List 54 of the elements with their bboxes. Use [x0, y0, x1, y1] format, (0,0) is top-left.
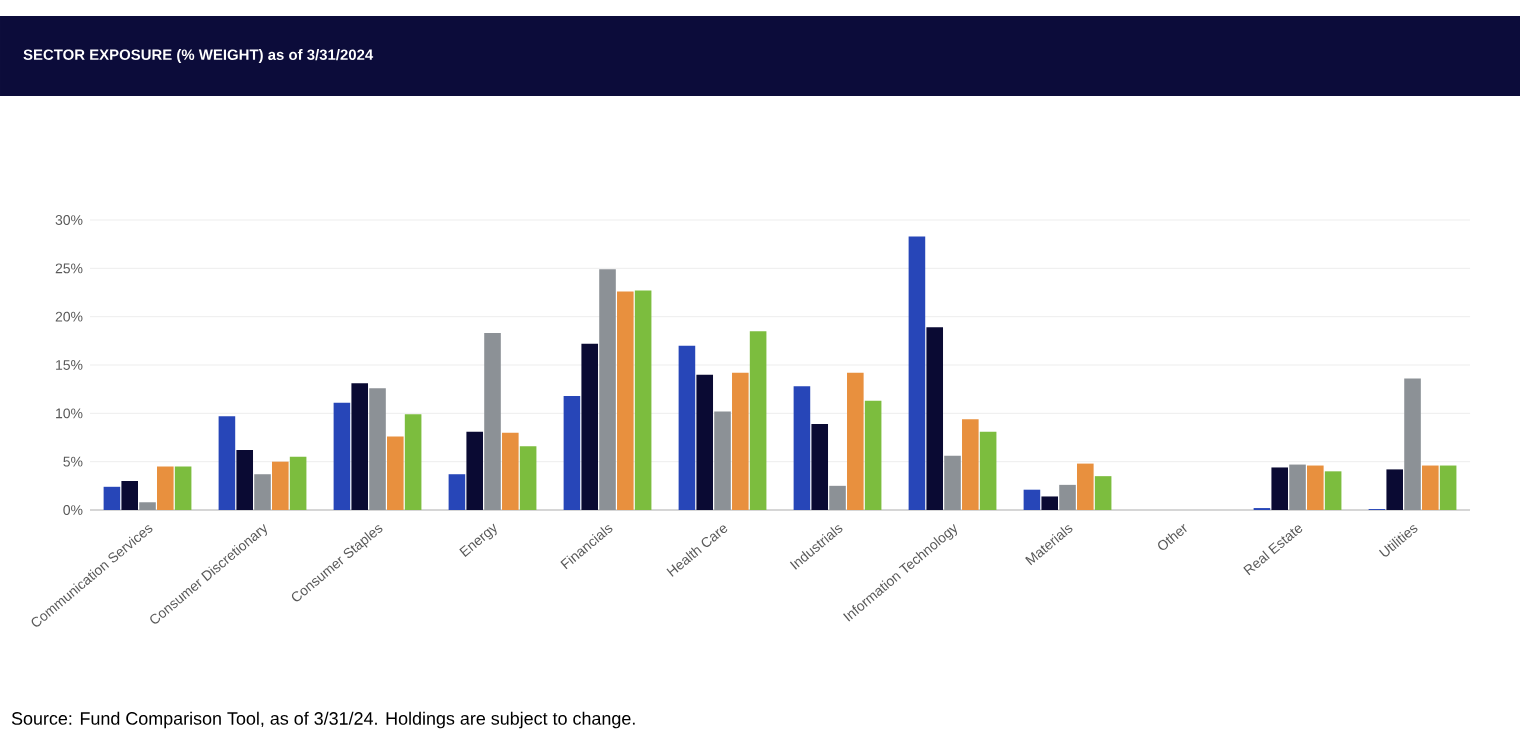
bar	[369, 388, 386, 510]
bar	[1289, 464, 1306, 510]
bar	[829, 485, 846, 510]
bar	[139, 502, 156, 510]
bar	[103, 486, 121, 510]
bar	[519, 446, 537, 510]
bar	[157, 466, 174, 510]
bar	[926, 327, 944, 510]
bar	[502, 432, 519, 510]
bar	[634, 290, 652, 510]
bar	[1271, 467, 1289, 510]
bar	[979, 431, 997, 510]
bar	[484, 333, 501, 510]
source-note: Source: Fund Comparison Tool, as of 3/31/24. Holdings are subject to change.	[11, 711, 635, 729]
bar	[174, 466, 192, 510]
bar	[1023, 489, 1041, 510]
bar	[387, 436, 404, 510]
bar	[581, 343, 599, 510]
bar	[121, 481, 139, 510]
bar	[333, 402, 351, 510]
bar	[696, 374, 714, 510]
bar	[811, 423, 829, 510]
bar	[1324, 471, 1342, 510]
bar	[1041, 496, 1059, 510]
bar	[1404, 378, 1421, 510]
bar	[1307, 465, 1324, 510]
bar	[714, 411, 731, 510]
bar	[1422, 465, 1439, 510]
bar	[962, 419, 979, 510]
bar	[1439, 465, 1457, 510]
bar	[908, 236, 926, 510]
bar	[1094, 476, 1112, 510]
bar	[1059, 484, 1076, 510]
bar	[1077, 463, 1094, 510]
bar	[289, 456, 307, 510]
bar	[678, 345, 696, 510]
bar	[599, 269, 616, 510]
bar	[732, 372, 749, 510]
bar	[351, 383, 369, 510]
bar	[749, 331, 767, 510]
bar	[236, 450, 254, 510]
bar	[793, 386, 811, 510]
bar	[617, 291, 634, 510]
bar	[466, 431, 484, 510]
bar	[944, 455, 961, 510]
bar	[404, 414, 422, 510]
bar	[864, 400, 882, 510]
bar	[448, 474, 466, 510]
bar	[272, 461, 289, 510]
bar	[563, 395, 581, 510]
bar	[1386, 469, 1404, 510]
bar	[218, 416, 236, 510]
bar	[254, 474, 271, 510]
bar	[847, 372, 864, 510]
